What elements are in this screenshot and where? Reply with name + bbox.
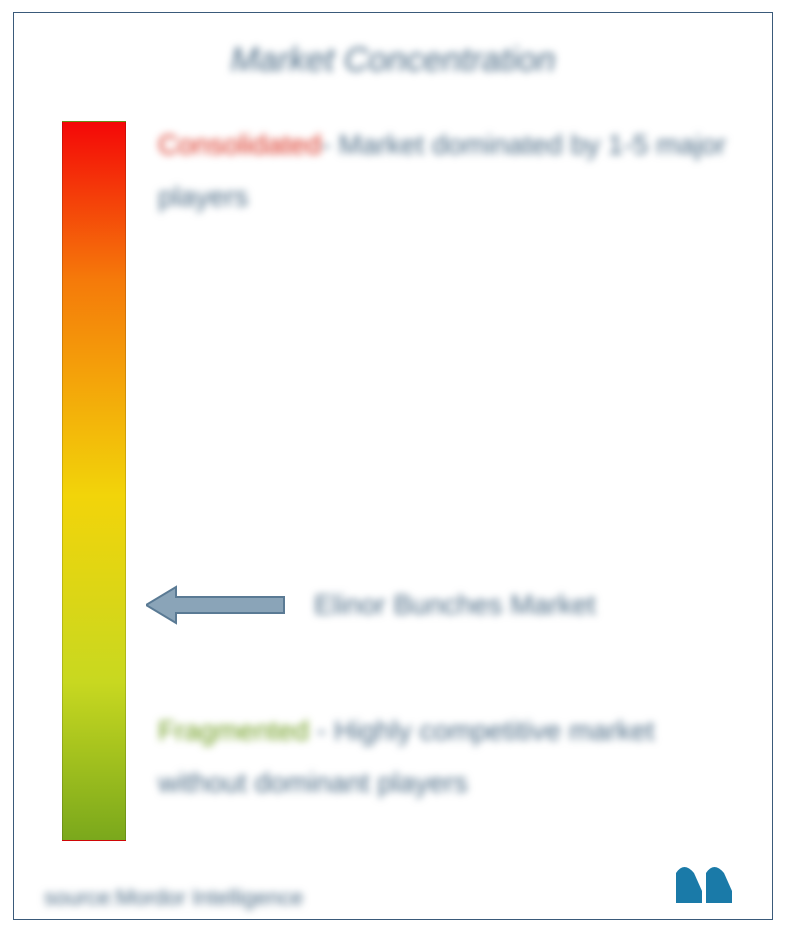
chart-title: Market Concentration	[14, 13, 772, 80]
market-marker-row: Elinor Bunches Market	[146, 583, 596, 627]
brand-logo-icon	[672, 863, 744, 907]
infographic-container: Market Concentration Consolidated- Marke…	[13, 12, 773, 920]
market-marker-label: Elinor Bunches Market	[314, 589, 596, 621]
consolidated-description: Consolidated- Market dominated by 1-5 ma…	[158, 119, 732, 223]
fragmented-highlight: Fragmented	[158, 715, 309, 746]
source-attribution: source:Mordor Intelligence	[44, 885, 303, 911]
fragmented-description: Fragmented - Highly competitive market w…	[158, 705, 732, 809]
consolidated-highlight: Consolidated	[158, 129, 321, 160]
arrow-left-icon	[146, 583, 286, 627]
concentration-gradient-bar	[62, 121, 126, 841]
